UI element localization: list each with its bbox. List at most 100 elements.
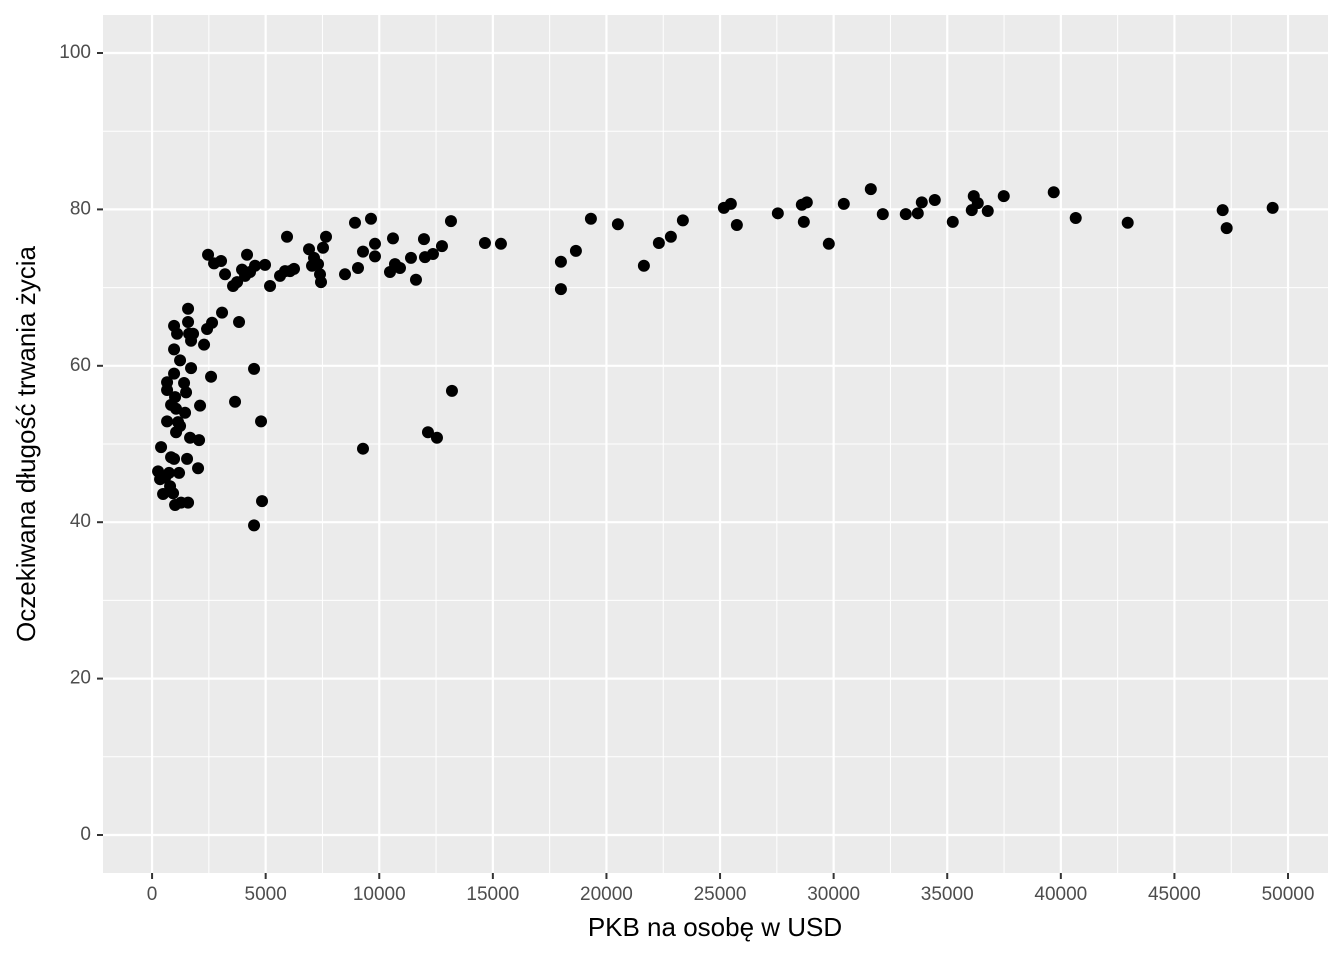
- point: [181, 452, 194, 465]
- x-tick-label: 20000: [580, 884, 633, 905]
- point: [611, 218, 624, 231]
- point: [168, 452, 181, 465]
- point: [444, 215, 457, 228]
- y-tick-label: 20: [70, 668, 91, 689]
- point: [180, 386, 193, 399]
- point: [168, 343, 181, 356]
- point: [173, 466, 186, 479]
- point: [179, 406, 192, 419]
- point: [264, 280, 277, 293]
- point: [249, 259, 262, 272]
- point: [837, 197, 850, 210]
- point: [494, 237, 507, 250]
- point: [178, 377, 191, 390]
- point: [1047, 186, 1060, 199]
- point: [174, 420, 187, 433]
- point: [946, 215, 959, 228]
- point: [157, 488, 170, 501]
- point: [170, 402, 183, 415]
- point: [899, 208, 912, 221]
- point: [216, 306, 229, 319]
- point: [184, 431, 197, 444]
- point: [393, 262, 406, 275]
- point: [554, 283, 567, 296]
- point: [404, 251, 417, 264]
- y-tick-label: 60: [70, 355, 91, 376]
- point: [256, 495, 269, 508]
- point: [185, 362, 198, 375]
- point: [182, 316, 195, 329]
- point: [426, 247, 439, 260]
- point: [229, 395, 242, 408]
- point: [202, 248, 215, 261]
- point: [569, 244, 582, 257]
- x-tick-label: 45000: [1148, 884, 1201, 905]
- point: [205, 370, 218, 383]
- point: [915, 196, 928, 209]
- point: [724, 197, 737, 210]
- point: [288, 262, 301, 275]
- point: [320, 230, 333, 243]
- point: [864, 183, 877, 196]
- point: [1266, 201, 1279, 214]
- point: [155, 441, 168, 454]
- point: [248, 519, 261, 532]
- point: [676, 214, 689, 227]
- point: [664, 230, 677, 243]
- y-tick-label: 80: [70, 198, 91, 219]
- x-tick-label: 30000: [807, 884, 860, 905]
- point: [192, 462, 205, 475]
- point: [822, 237, 835, 250]
- point: [356, 245, 369, 258]
- point: [182, 302, 195, 315]
- point: [911, 207, 924, 220]
- point: [971, 197, 984, 210]
- point: [198, 338, 211, 351]
- point: [215, 255, 228, 268]
- point: [417, 233, 430, 246]
- x-tick-label: 25000: [694, 884, 747, 905]
- x-tick-label: 15000: [466, 884, 519, 905]
- point: [259, 258, 272, 271]
- point: [248, 362, 261, 375]
- point: [797, 215, 810, 228]
- point: [800, 196, 813, 209]
- point: [169, 391, 182, 404]
- point: [317, 241, 330, 254]
- y-tick-label: 40: [70, 511, 91, 532]
- point: [315, 276, 328, 289]
- point: [771, 207, 784, 220]
- x-tick-label: 40000: [1034, 884, 1087, 905]
- point: [652, 237, 665, 250]
- point: [194, 399, 207, 412]
- x-tick-label: 10000: [353, 884, 406, 905]
- point: [478, 237, 491, 250]
- point: [1121, 216, 1134, 229]
- point: [171, 327, 184, 340]
- point: [241, 248, 254, 261]
- point: [435, 240, 448, 253]
- point: [281, 230, 294, 243]
- x-tick-label: 0: [147, 884, 158, 905]
- point: [255, 415, 268, 428]
- point: [339, 268, 352, 281]
- point: [421, 426, 434, 439]
- point: [997, 190, 1010, 203]
- point: [182, 496, 195, 509]
- point: [368, 237, 381, 250]
- point: [161, 384, 174, 397]
- point: [161, 415, 174, 428]
- point: [312, 258, 325, 271]
- point: [386, 232, 399, 245]
- y-axis-title: Oczekiwana długość trwania życia: [11, 245, 41, 641]
- point: [928, 194, 941, 207]
- point: [219, 268, 232, 281]
- point: [445, 384, 458, 397]
- point: [174, 354, 187, 367]
- point: [364, 212, 377, 225]
- point: [193, 434, 206, 447]
- point: [554, 255, 567, 268]
- point: [876, 208, 889, 221]
